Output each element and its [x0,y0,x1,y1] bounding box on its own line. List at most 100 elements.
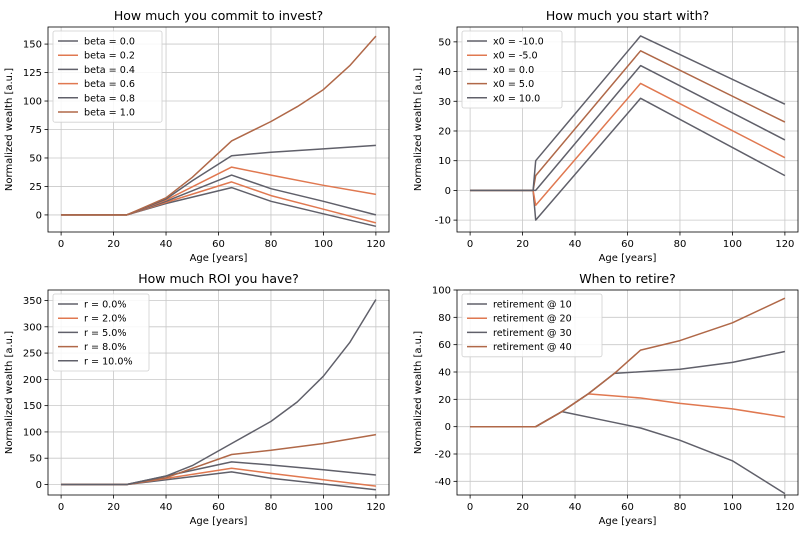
y-tick-label: 0 [36,210,42,221]
y-tick-label: 0 [445,186,451,197]
x-tick-label: 120 [366,502,385,513]
chart-3: 0 20 40 60 80 100 120 0 50 100 150 200 250 300 350 How … [4,271,390,527]
y-tick-label: 125 [23,68,42,79]
legend-label: r = 8.0% [84,342,126,353]
x-tick-label: 80 [674,239,687,250]
y-tick-label: 150 [23,40,42,51]
x-tick-label: 60 [621,502,634,513]
legend-label: retirement @ 30 [493,328,572,339]
x-tick-label: 40 [569,502,582,513]
legend-label: r = 2.0% [84,314,126,325]
y-tick-label: 100 [23,427,42,438]
y-tick-label: 300 [23,322,42,333]
x-tick-label: 80 [265,502,278,513]
y-tick-label: 0 [36,480,42,491]
x-tick-label: 20 [516,239,529,250]
x-tick-label: 80 [265,239,278,250]
x-axis-label: Age [years] [190,253,248,264]
y-tick-label: 100 [23,97,42,108]
y-tick-label: 50 [29,454,42,465]
legend: retirement @ 10 retirement @ 20 retirement… [461,293,603,358]
y-tick-label: 20 [438,395,451,406]
x-tick-label: 60 [212,239,225,250]
legend: x0 = -10.0 x0 = -5.0 x0 = 0.0 x0 = 5.0 x0 = … [461,30,563,109]
legend-label: beta = 0.6 [84,79,135,90]
x-tick-label: 40 [160,502,173,513]
x-tick-label: 40 [160,239,173,250]
chart-title: How much you commit to invest? [114,8,323,23]
y-tick-label: 200 [23,375,42,386]
y-tick-label: 25 [29,182,42,193]
y-tick-label: -40 [435,477,451,488]
x-tick-label: 100 [314,502,333,513]
legend-label: beta = 0.4 [84,65,135,76]
x-tick-label: 100 [723,239,742,250]
legend-box [461,293,603,358]
y-tick-label: 20 [438,126,451,137]
legend-label: x0 = -10.0 [493,37,544,48]
y-tick-label: 250 [23,349,42,360]
y-axis-label: Normalized wealth [a.u.] [4,68,15,191]
legend-label: retirement @ 20 [493,314,572,325]
y-tick-label: 60 [438,340,451,351]
y-axis-label: Normalized wealth [a.u.] [4,331,15,454]
chart-title: When to retire? [579,271,676,286]
x-axis-label: Age [years] [190,516,248,527]
x-tick-label: 120 [775,239,794,250]
x-tick-label: 20 [107,239,120,250]
y-tick-label: 75 [29,125,42,136]
y-tick-label: 0 [445,422,451,433]
y-tick-label: 350 [23,296,42,307]
x-tick-label: 20 [516,502,529,513]
y-tick-label: 50 [29,153,42,164]
legend-label: x0 = 10.0 [493,93,540,104]
chart-title: How much ROI you have? [138,271,299,286]
series-line-5 [470,35,786,192]
legend-box [52,30,163,123]
y-axis-label: Normalized wealth [a.u.] [413,68,424,191]
chart-2: 0 20 40 60 80 100 120 -10 0 10 20 30 40 50 How much yo… [413,8,799,264]
series-line-5 [61,299,377,486]
x-tick-label: 0 [467,239,473,250]
y-tick-label: 40 [438,67,451,78]
legend-box [52,293,150,372]
chart-4: 0 20 40 60 80 100 120 -40 -20 0 20 40 60 80 100 When to… [413,271,799,527]
legend-label: r = 0.0% [84,300,126,311]
y-tick-label: 10 [438,156,451,167]
x-tick-label: 60 [212,502,225,513]
x-tick-label: 120 [775,502,794,513]
x-axis-label: Age [years] [599,516,657,527]
chart-title: How much you start with? [546,8,709,23]
y-tick-label: 40 [438,368,451,379]
legend-label: r = 5.0% [84,328,126,339]
x-tick-label: 0 [467,502,473,513]
legend-label: beta = 1.0 [84,108,135,119]
x-tick-label: 40 [569,239,582,250]
legend-label: beta = 0.2 [84,51,135,62]
x-tick-label: 0 [58,239,64,250]
x-tick-label: 100 [723,502,742,513]
legend-label: retirement @ 10 [493,300,572,311]
legend-label: r = 10.0% [84,356,133,367]
x-tick-label: 60 [621,239,634,250]
x-axis-label: Age [years] [599,253,657,264]
series-line-4 [470,297,786,428]
legend-label: x0 = 0.0 [493,65,534,76]
y-axis-label: Normalized wealth [a.u.] [413,331,424,454]
y-tick-label: -20 [435,450,451,461]
legend-label: x0 = -5.0 [493,51,538,62]
y-tick-label: 150 [23,401,42,412]
chart-1: 0 20 40 60 80 100 120 0 25 50 75 100 125 150 How much … [4,8,390,264]
x-tick-label: 100 [314,239,333,250]
series-line-6 [61,35,377,216]
legend-box [461,30,563,109]
y-tick-label: 80 [438,313,451,324]
legend-label: retirement @ 40 [493,342,572,353]
x-tick-label: 0 [58,502,64,513]
legend-label: beta = 0.8 [84,93,135,104]
legend-label: beta = 0.0 [84,37,135,48]
legend: r = 0.0% r = 2.0% r = 5.0% r = 8.0% r = 10.0… [52,293,150,372]
legend-label: x0 = 5.0 [493,79,534,90]
x-tick-label: 120 [366,239,385,250]
